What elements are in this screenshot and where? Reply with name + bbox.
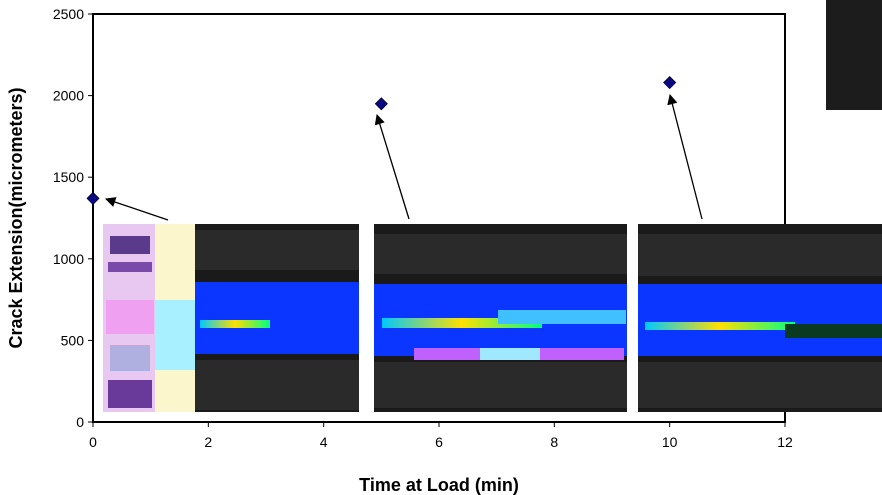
- crack-image-inset-2: [374, 224, 627, 412]
- x-tick-label: 2: [204, 434, 212, 450]
- data-point-diamond: [663, 75, 677, 90]
- y-tick-label: 2000: [53, 88, 84, 104]
- y-axis-title: Crack Extension(micrometers): [6, 87, 26, 348]
- crack-image-inset-3: [638, 224, 882, 412]
- x-tick-label: 6: [435, 434, 443, 450]
- annotation-arrow-1: [105, 197, 169, 221]
- y-tick-label: 1000: [53, 251, 84, 267]
- data-points: [86, 75, 677, 205]
- y-tick-label: 2500: [53, 6, 84, 22]
- y-axis-ticks: 0 500 1000 1500 2000 2500: [53, 6, 93, 430]
- crack-image-inset-1: [103, 224, 359, 412]
- x-tick-label: 4: [320, 434, 328, 450]
- dark-corner-block: [826, 0, 882, 110]
- x-tick-label: 12: [777, 434, 793, 450]
- y-tick-label: 500: [61, 332, 85, 348]
- x-tick-label: 8: [550, 434, 558, 450]
- x-tick-label: 10: [662, 434, 678, 450]
- x-axis-ticks: 0 2 4 6 8 10 12: [89, 422, 793, 450]
- annotation-arrow-2: [374, 114, 410, 220]
- y-tick-label: 1500: [53, 169, 84, 185]
- data-point-diamond: [86, 191, 100, 205]
- data-point-diamond: [374, 97, 388, 111]
- y-tick-label: 0: [76, 414, 84, 430]
- x-axis-title: Time at Load (min): [359, 475, 519, 495]
- x-tick-label: 0: [89, 434, 97, 450]
- annotation-arrow-3: [667, 93, 703, 220]
